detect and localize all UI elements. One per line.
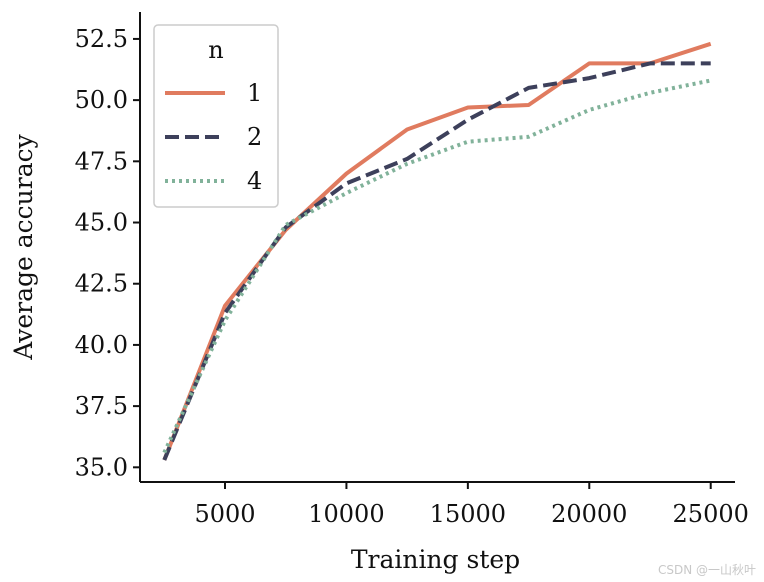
x-tick-label: 20000 <box>551 500 627 528</box>
axes: 35.0 37.5 40.0 42.5 45.0 47.5 50.0 52.5 5000 1000… <box>75 12 749 528</box>
legend: n1 2 4 <box>153 24 279 208</box>
y-tick-label: 35.0 <box>75 453 128 481</box>
legend-label-1: 1 <box>247 79 262 107</box>
y-tick-label: 42.5 <box>75 270 128 298</box>
y-tick-label: 52.5 <box>75 25 128 53</box>
x-axis-label: Training step <box>351 545 520 574</box>
legend-box <box>153 24 279 208</box>
watermark: CSDN @一山秋叶 <box>658 563 756 577</box>
legend-label-4: 4 <box>247 167 262 195</box>
x-tick-label: 25000 <box>673 500 749 528</box>
series-layer <box>162 41 712 461</box>
x-tick-label: 10000 <box>308 500 384 528</box>
legend-title: n <box>208 36 223 64</box>
y-tick-label: 37.5 <box>75 392 128 420</box>
y-tick-label: 40.0 <box>75 331 128 359</box>
y-axis-label: Average accuracy <box>9 133 38 360</box>
y-tick-label: 47.5 <box>75 147 128 175</box>
series-line-4 <box>162 78 712 454</box>
y-tick-label: 50.0 <box>75 86 128 114</box>
y-tick-label: 45.0 <box>75 209 128 237</box>
x-tick-label: 5000 <box>194 500 255 528</box>
legend-label-2: 2 <box>247 123 262 151</box>
x-tick-label: 15000 <box>430 500 506 528</box>
